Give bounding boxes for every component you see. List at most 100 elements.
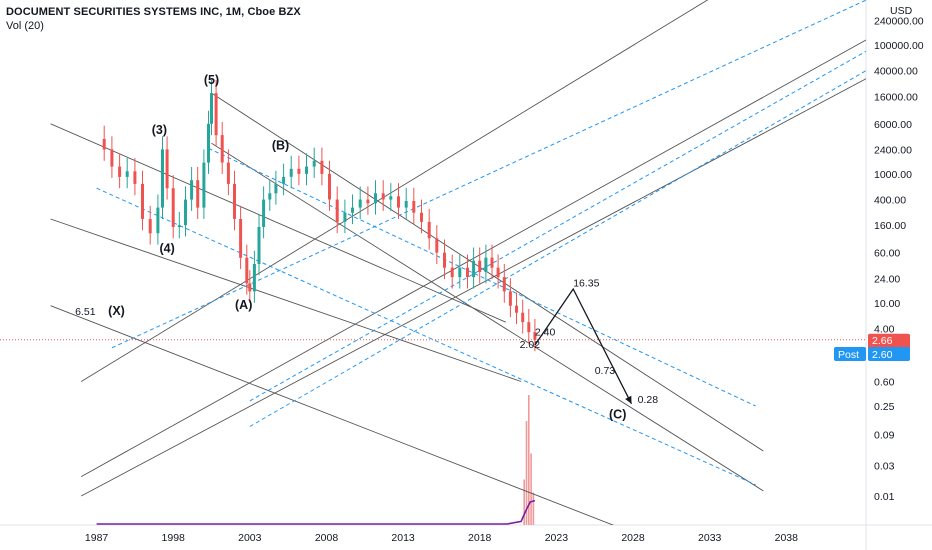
wave-label: (A) bbox=[235, 298, 252, 312]
y-tick-label: 2400.00 bbox=[874, 144, 912, 156]
candle-body bbox=[252, 264, 256, 292]
wave-label: (5) bbox=[204, 73, 219, 87]
candle-body bbox=[148, 219, 152, 234]
price-annotation: 2.02 bbox=[520, 339, 541, 351]
wave-labels: (5) (3) (4) (B) (A) (C) (X) bbox=[108, 73, 626, 421]
price-annotations: 6.51 16.35 2.402.02 0.73 0.28 bbox=[75, 277, 658, 406]
y-tick-label: 240000.00 bbox=[874, 16, 924, 28]
x-tick-label: 2038 bbox=[775, 532, 799, 544]
channel-line bbox=[50, 123, 506, 323]
y-tick-label: 60.00 bbox=[874, 248, 900, 260]
candle-body bbox=[268, 193, 272, 200]
candle-body bbox=[508, 291, 512, 306]
candle-body bbox=[262, 199, 266, 227]
y-tick-label: 0.03 bbox=[874, 460, 895, 472]
candle-body bbox=[233, 183, 236, 219]
candle-body bbox=[374, 193, 377, 204]
candle-body bbox=[171, 188, 175, 227]
wave-label: (3) bbox=[152, 123, 167, 137]
channel-line bbox=[211, 92, 764, 452]
y-tick-label: 1000.00 bbox=[874, 169, 912, 181]
price-badge-value: 2.66 bbox=[872, 335, 893, 347]
candle-body bbox=[248, 283, 252, 292]
y-tick-label: 400.00 bbox=[874, 195, 906, 207]
y-tick-label: 40000.00 bbox=[874, 66, 918, 78]
price-annotation: 0.73 bbox=[595, 365, 616, 377]
price-annotation: 16.35 bbox=[573, 277, 599, 289]
volume-bar bbox=[528, 395, 530, 525]
wave-label: (B) bbox=[272, 138, 289, 152]
candle-body bbox=[210, 93, 213, 124]
candle-body bbox=[328, 173, 331, 200]
candle-body bbox=[427, 221, 431, 239]
dashed-line bbox=[111, 0, 866, 349]
projection-path bbox=[534, 287, 633, 405]
y-tick-label: 160.00 bbox=[874, 220, 906, 232]
candle-body bbox=[515, 305, 518, 313]
channel-line bbox=[50, 305, 615, 525]
y-tick-label: 0.60 bbox=[874, 377, 895, 389]
volume-ma-line bbox=[96, 499, 536, 525]
candle-body bbox=[527, 322, 531, 333]
x-tick-label: 2008 bbox=[315, 532, 339, 544]
candle-body bbox=[297, 168, 301, 174]
candle-body bbox=[289, 168, 293, 177]
x-tick-label: 2033 bbox=[698, 532, 722, 544]
candle-body bbox=[335, 199, 339, 222]
candle-body bbox=[165, 149, 169, 189]
y-tick-label: 0.25 bbox=[874, 401, 895, 413]
candle-body bbox=[196, 180, 200, 208]
candle-body bbox=[226, 162, 230, 184]
candle-body bbox=[343, 212, 347, 222]
candle-body bbox=[397, 196, 400, 208]
candle-body bbox=[312, 160, 316, 167]
x-tick-label: 2023 bbox=[545, 532, 569, 544]
chart-header: DOCUMENT SECURITIES SYSTEMS INC, 1M, Cbo… bbox=[6, 5, 301, 33]
y-tick-label: 24.00 bbox=[874, 273, 900, 285]
candle-body bbox=[404, 201, 408, 208]
candle-body bbox=[502, 277, 506, 292]
channel-line bbox=[80, 0, 709, 382]
candle-body bbox=[443, 252, 446, 268]
y-tick-label: 6000.00 bbox=[874, 119, 912, 131]
candle-body bbox=[420, 212, 423, 222]
candle-body bbox=[478, 260, 482, 272]
candle-body bbox=[125, 171, 129, 177]
projection-arrowhead bbox=[625, 395, 632, 404]
price-annotation: 0.28 bbox=[638, 394, 659, 406]
dashed-line bbox=[208, 147, 756, 407]
axes: 240000.00 100000.00 40000.00 16000.00 6000.0… bbox=[85, 5, 924, 544]
candle-body bbox=[450, 267, 454, 278]
candle-body bbox=[239, 219, 243, 258]
dashed-line bbox=[249, 50, 866, 402]
candle-body bbox=[220, 135, 224, 163]
candles bbox=[102, 79, 537, 352]
y-tick-label: 0.09 bbox=[874, 430, 895, 442]
volume-bar bbox=[525, 421, 528, 525]
candle-body bbox=[282, 176, 286, 184]
wave-label: (4) bbox=[159, 242, 174, 256]
y-tick-label: 4.00 bbox=[874, 323, 895, 335]
candle-body bbox=[161, 149, 164, 208]
symbol-title[interactable]: DOCUMENT SECURITIES SYSTEMS INC, 1M, Cbo… bbox=[6, 6, 301, 18]
candle-body bbox=[466, 267, 469, 278]
y-tick-label: 100000.00 bbox=[874, 40, 924, 52]
candle-body bbox=[484, 257, 488, 272]
candle-body bbox=[245, 257, 249, 284]
currency-label: USD bbox=[890, 5, 913, 17]
x-tick-label: 2013 bbox=[391, 532, 415, 544]
volume-bar bbox=[530, 453, 532, 525]
channel-line bbox=[211, 142, 764, 492]
candle-body bbox=[521, 312, 525, 323]
candle-body bbox=[435, 238, 439, 253]
candle-body bbox=[472, 260, 476, 278]
x-tick-label: 2003 bbox=[238, 532, 262, 544]
channel-lines bbox=[50, 0, 866, 525]
volume-bars bbox=[96, 395, 536, 525]
volume-indicator-label[interactable]: Vol (20) bbox=[6, 20, 44, 32]
candle-body bbox=[274, 183, 278, 194]
post-price-badge bbox=[868, 347, 910, 361]
candle-body bbox=[141, 183, 144, 219]
